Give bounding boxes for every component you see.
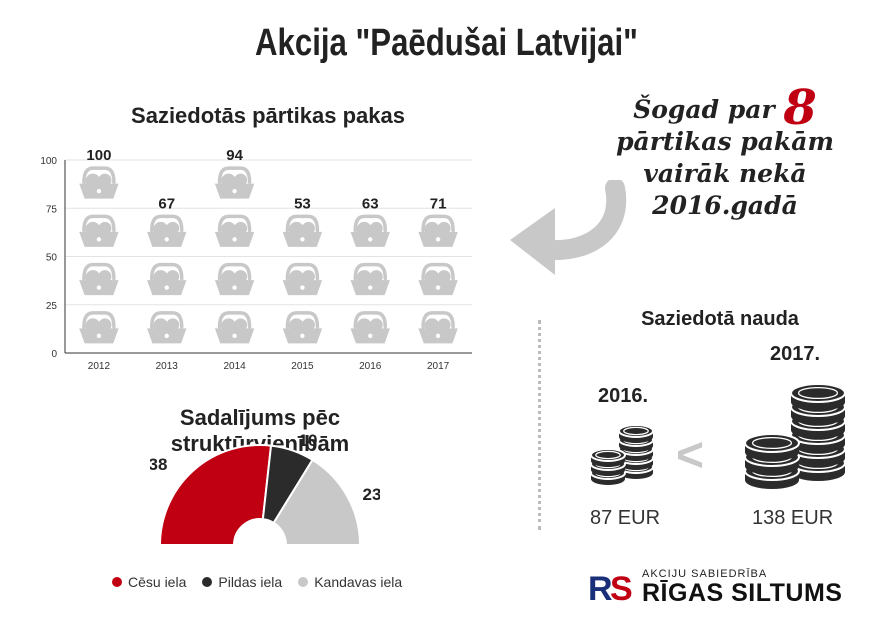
basket-icon xyxy=(78,166,120,200)
basket-icon xyxy=(349,262,391,297)
legend-item-cesu: Cēsu iela xyxy=(112,574,186,590)
money-year-2016: 2016. xyxy=(598,385,649,407)
curved-arrow-icon xyxy=(510,180,627,275)
pie-chart: 38 10 23 xyxy=(150,431,380,546)
basket-icon xyxy=(281,262,324,297)
pictogram-column xyxy=(281,214,324,345)
pie-slice xyxy=(158,444,273,546)
pictogram-column xyxy=(417,214,459,345)
callout-line4: 2016.gadā xyxy=(652,191,798,220)
x-tick-label: 2015 xyxy=(291,361,314,372)
data-label: 67 xyxy=(158,195,175,212)
legend-dot xyxy=(112,577,122,587)
basket-icon xyxy=(78,214,120,249)
y-tick-label: 100 xyxy=(40,156,57,167)
pictogram-chart: 0 25 50 75 100 100 2012 67 2013 94 2014 53 2015 63 201… xyxy=(40,147,472,372)
basket-icon xyxy=(213,262,256,297)
svg-text:S: S xyxy=(610,570,633,606)
x-tick-label: 2016 xyxy=(359,361,382,372)
data-label: 94 xyxy=(226,147,243,164)
money-title: Saziedotā nauda xyxy=(641,308,799,330)
pictogram-column xyxy=(349,214,391,345)
basket-icon xyxy=(349,214,391,249)
data-label: 53 xyxy=(294,195,311,212)
basket-icon xyxy=(417,214,459,249)
logo-subtitle: AKCIJU SABIEDRĪBA xyxy=(642,568,768,580)
basket-icon xyxy=(417,311,459,345)
pie-data-label: 38 xyxy=(150,455,167,474)
legend-dot xyxy=(202,577,213,587)
basket-icon xyxy=(213,166,256,200)
money-year-2017: 2017. xyxy=(770,343,821,365)
legend-label: Kandavas iela xyxy=(314,574,403,590)
company-logo: R S AKCIJU SABIEDRĪBA RĪGAS SILTUMS xyxy=(588,568,842,606)
x-tick-label: 2014 xyxy=(223,361,246,372)
basket-icon xyxy=(146,214,188,249)
rs-logo-icon: R S xyxy=(588,570,633,606)
basket-icon xyxy=(78,311,120,345)
basket-icon xyxy=(281,214,324,249)
legend-label: Pildas iela xyxy=(218,574,283,590)
basket-icon xyxy=(417,262,459,297)
basket-icon xyxy=(213,311,256,345)
y-tick-label: 0 xyxy=(51,349,57,360)
callout-line3: vairāk nekā xyxy=(643,159,807,188)
coin-stack-icon xyxy=(744,383,846,489)
basket-icon xyxy=(146,311,188,345)
coin xyxy=(618,424,654,443)
x-tick-label: 2013 xyxy=(156,361,179,372)
comparison-sign: < xyxy=(676,429,705,482)
basket-icon xyxy=(78,262,120,297)
legend-label: Cēsu iela xyxy=(128,574,187,590)
data-label: 63 xyxy=(362,195,379,212)
y-tick-label: 75 xyxy=(46,204,58,215)
callout-number: 8 xyxy=(783,80,817,136)
pictogram-column xyxy=(146,214,188,345)
callout-text: Šogad par 8 pārtikas pakām vairāk nekā 2… xyxy=(600,84,850,222)
data-label: 71 xyxy=(430,195,447,212)
basket-icon xyxy=(281,311,324,345)
money-amount-2016: 87 EUR xyxy=(590,507,661,529)
pictogram-column xyxy=(213,166,256,345)
legend-item-kandavas: Kandavas iela xyxy=(298,574,402,590)
basket-icon xyxy=(349,311,391,345)
pictogram-chart-title: Saziedotās pārtikas pakas xyxy=(131,103,405,128)
pie-data-label: 10 xyxy=(299,431,318,450)
divider xyxy=(538,320,541,530)
callout-line2: pārtikas pakām xyxy=(616,127,834,156)
coin-stack-icon xyxy=(590,424,654,485)
page-title: Akcija "Paēdušai Latvijai" xyxy=(255,22,638,64)
data-label: 100 xyxy=(86,147,111,164)
y-tick-label: 25 xyxy=(46,301,58,312)
pie-slice xyxy=(272,458,362,546)
legend-dot xyxy=(298,577,309,587)
coin xyxy=(590,448,626,467)
pie-data-label: 23 xyxy=(363,485,380,504)
x-tick-label: 2017 xyxy=(427,361,450,372)
x-tick-label: 2012 xyxy=(88,361,111,372)
pictogram-column xyxy=(78,166,120,345)
coin xyxy=(744,433,800,461)
coin xyxy=(790,383,846,411)
callout-prefix: Šogad par xyxy=(633,95,775,124)
legend-item-pildas: Pildas iela xyxy=(202,574,282,590)
y-tick-label: 50 xyxy=(46,253,58,264)
basket-icon xyxy=(146,262,188,297)
pie-legend: Cēsu iela Pildas iela Kandavas iela xyxy=(112,574,402,590)
svg-text:R: R xyxy=(588,570,613,606)
logo-name: RĪGAS SILTUMS xyxy=(642,579,843,607)
money-amount-2017: 138 EUR xyxy=(752,507,834,529)
basket-icon xyxy=(213,214,256,249)
